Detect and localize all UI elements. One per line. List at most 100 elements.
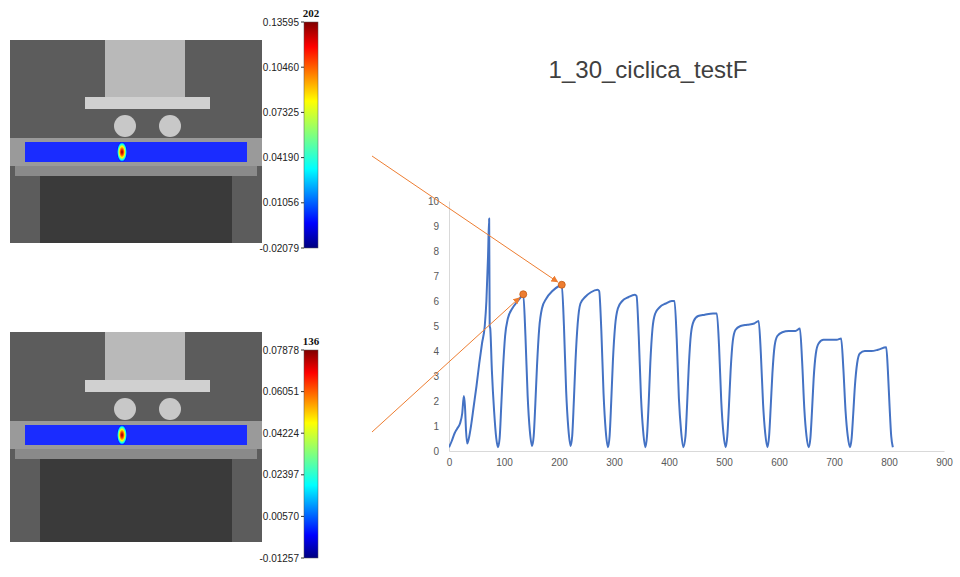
colorbar-tick-label: 0.04224 [263,428,300,439]
x-tick-label: 900 [936,457,953,468]
y-tick: 0 [433,446,449,457]
colorbar-tick-label: 0.01056 [263,197,300,208]
x-tick: 700 [826,451,843,468]
colorbar-tick [301,433,304,434]
plot-area [449,219,893,448]
frame-number: 136 [303,335,320,347]
x-tick: 400 [661,451,678,468]
y-tick-label: 9 [433,221,439,232]
y-tick-label: 3 [433,371,439,382]
colorbar-tick [301,350,304,351]
colorbar-tick [301,22,304,23]
colorbar-tick [301,157,304,158]
colorbar-tick-label: 0.07325 [263,107,300,118]
machine-column [105,332,185,380]
colorbar-tick [301,67,304,68]
y-tick: 1 [433,421,449,432]
roller [159,115,181,137]
highlight-marker [520,291,527,298]
support [15,449,257,459]
roller [159,398,181,420]
roller [114,398,136,420]
y-tick: 3 [433,371,449,382]
y-tick-label: 5 [433,321,439,332]
strain-peak [117,142,127,162]
x-tick: 200 [551,451,568,468]
photo [10,332,262,542]
colorbar-tick [301,248,304,249]
roller [114,115,136,137]
y-tick-label: 8 [433,246,439,257]
x-axis: 0 100 200 300 400 500 600 700 800 900 [447,451,954,468]
x-tick-label: 500 [716,457,733,468]
data-line [449,219,893,448]
photo [10,40,262,243]
y-tick: 5 [433,321,449,332]
arrow [372,156,558,282]
x-tick-label: 200 [551,457,568,468]
chart-title: 1_30_ciclica_testF [549,56,748,83]
colorbar-ramp [304,350,318,558]
y-tick: 6 [433,296,449,307]
y-tick: 8 [433,246,449,257]
y-tick-label: 0 [433,446,439,457]
x-tick: 100 [496,451,513,468]
y-tick-label: 2 [433,396,439,407]
x-axis-line [450,451,945,452]
strain-field [25,425,247,445]
colorbar-ramp [304,22,318,248]
support [15,166,257,176]
y-axis: 012345678910 [428,196,450,457]
colorbar: 0.078780.060510.042240.023970.00570-0.01… [260,335,320,564]
colorbar-tick [301,516,304,517]
x-tick: 600 [771,451,788,468]
base [40,459,232,542]
x-tick-label: 0 [447,457,453,468]
y-tick: 4 [433,346,449,357]
arrows [372,156,558,432]
machine-column [105,40,185,97]
colorbar-tick-label: -0.01257 [260,553,300,564]
x-tick: 0 [447,451,453,468]
strain-field [25,142,247,162]
colorbar-tick [301,474,304,475]
base [40,176,232,243]
colorbar-tick [301,558,304,559]
strain-peak [117,425,127,445]
machine-plate [85,97,210,109]
arrow [372,298,520,432]
colorbar-tick-label: 0.06051 [263,386,300,397]
x-tick-label: 400 [661,457,678,468]
y-tick: 7 [433,271,449,282]
frame-number: 202 [303,7,320,19]
x-tick: 900 [936,451,953,468]
photo-background [10,40,262,243]
colorbar-tick [301,202,304,203]
colorbar-tick-label: -0.02079 [260,243,300,254]
colorbar-tick-label: 0.04190 [263,152,300,163]
machine-plate [85,380,210,392]
y-tick-label: 6 [433,296,439,307]
colorbar-tick [301,391,304,392]
x-tick-label: 300 [606,457,623,468]
colorbar-tick-label: 0.02397 [263,469,300,480]
y-tick: 2 [433,396,449,407]
colorbar-tick-label: 0.13595 [263,17,300,28]
colorbar: 0.13595 0.10460 0.07325 0.04190 0.01056 -0.02… [260,7,320,254]
specimen [10,421,262,449]
x-tick-label: 100 [496,457,513,468]
y-tick-label: 1 [433,421,439,432]
y-tick-label: 7 [433,271,439,282]
x-tick: 800 [881,451,898,468]
highlight-marker [558,281,565,288]
x-tick-label: 800 [881,457,898,468]
x-tick-label: 700 [826,457,843,468]
y-tick-label: 4 [433,346,439,357]
photo-background [10,332,262,542]
colorbar-tick-label: 0.07878 [263,345,300,356]
x-tick: 500 [716,451,733,468]
colorbar-tick [301,112,304,113]
y-tick: 9 [433,221,449,232]
y-axis-line [449,202,450,452]
colorbar-tick-label: 0.10460 [263,62,300,73]
